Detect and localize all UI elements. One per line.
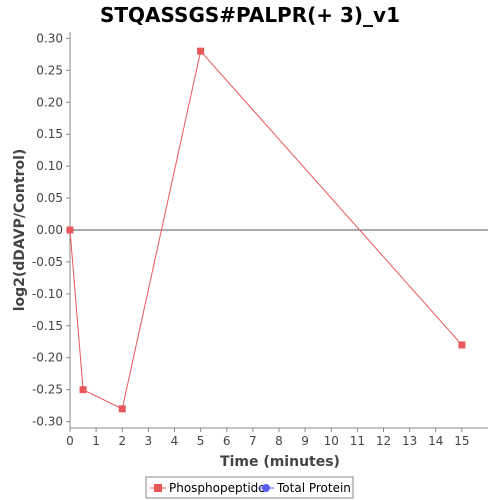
x-tick-label: 7 — [249, 434, 257, 448]
data-point — [66, 226, 74, 234]
y-tick-label: 0.30 — [36, 31, 63, 45]
chart-title: STQASSGS#PALPR(+ 3)_v1 — [100, 3, 400, 27]
y-axis: -0.30 -0.25 -0.20 -0.15 -0.10 -0.05 0.00 0.05 0.… — [32, 31, 70, 429]
series-layer — [66, 47, 466, 413]
y-tick-label: 0.05 — [36, 191, 63, 205]
y-tick-label: -0.10 — [32, 287, 63, 301]
y-axis-label: log2(dDAVP/Control) — [12, 149, 28, 312]
y-tick-label: -0.25 — [32, 383, 63, 397]
x-tick-label: 12 — [376, 434, 391, 448]
plot-area — [69, 32, 488, 429]
x-tick-label: 2 — [118, 434, 126, 448]
legend-label: Total Protein — [276, 481, 351, 495]
x-tick-label: 15 — [454, 434, 469, 448]
legend-marker-circle — [262, 484, 270, 492]
data-point — [197, 47, 205, 55]
y-tick-label: -0.15 — [32, 319, 63, 333]
x-tick-label: 14 — [428, 434, 443, 448]
y-tick-label: 0.20 — [36, 95, 63, 109]
x-tick-label: 13 — [402, 434, 417, 448]
legend-marker-square — [154, 484, 162, 492]
y-tick-label: 0.25 — [36, 63, 63, 77]
x-tick-label: 6 — [223, 434, 231, 448]
x-tick-label: 8 — [275, 434, 283, 448]
legend-box — [145, 476, 354, 499]
x-tick-label: 5 — [197, 434, 205, 448]
x-tick-label: 0 — [66, 434, 74, 448]
x-tick-label: 9 — [301, 434, 309, 448]
x-tick-label: 10 — [324, 434, 339, 448]
legend: Phosphopeptide Total Protein — [145, 476, 354, 499]
y-tick-label: -0.30 — [32, 415, 63, 429]
x-axis: 0 1 2 3 4 5 6 7 8 9 10 11 12 13 14 15 — [66, 428, 470, 448]
y-tick-label: 0.00 — [36, 223, 63, 237]
data-point — [458, 341, 466, 349]
x-tick-label: 1 — [92, 434, 100, 448]
y-tick-label: -0.05 — [32, 255, 63, 269]
y-tick-label: -0.20 — [32, 351, 63, 365]
x-axis-label: Time (minutes) — [220, 454, 340, 470]
data-point — [118, 405, 126, 413]
y-tick-label: 0.10 — [36, 159, 63, 173]
legend-label: Phosphopeptide — [169, 481, 266, 495]
x-tick-label: 3 — [145, 434, 153, 448]
x-tick-label: 4 — [171, 434, 179, 448]
x-tick-label: 11 — [350, 434, 365, 448]
data-point — [79, 386, 87, 394]
y-tick-label: 0.15 — [36, 127, 63, 141]
